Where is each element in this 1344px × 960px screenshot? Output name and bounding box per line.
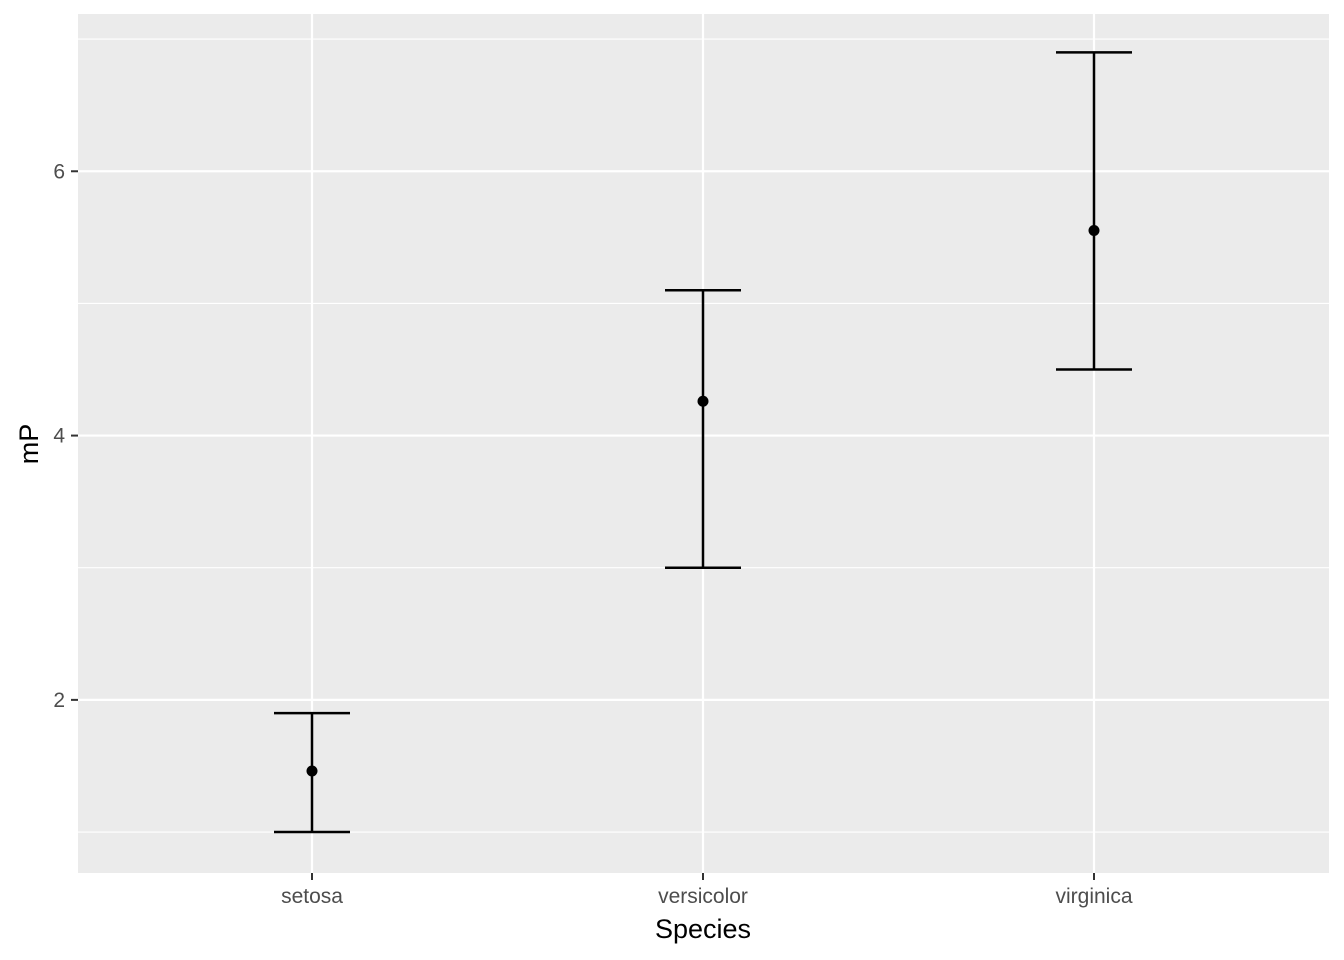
x-tick-label: versicolor [658, 885, 748, 908]
y-tick-label: 2 [53, 689, 65, 712]
y-tick-label: 4 [53, 425, 65, 448]
point-setosa [306, 765, 318, 777]
point-versicolor [697, 395, 709, 407]
axes: 2 4 6 setosa versicolor virginica [53, 160, 1133, 908]
x-tick-label: virginica [1055, 885, 1132, 908]
x-axis-title: Species [655, 914, 751, 944]
point-virginica [1088, 224, 1100, 236]
chart-marks [274, 51, 1132, 834]
x-tick-label: setosa [281, 885, 343, 908]
y-tick-label: 6 [53, 160, 65, 183]
y-axis-title: mP [14, 424, 44, 465]
